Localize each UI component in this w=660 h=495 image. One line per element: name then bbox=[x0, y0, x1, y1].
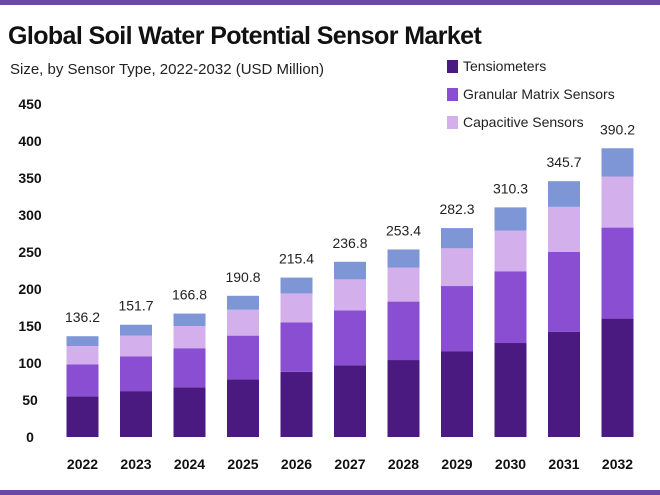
legend-label-tensiometers: Tensiometers bbox=[463, 58, 547, 74]
bar-segment-other-2024 bbox=[173, 313, 206, 326]
bar-segment-tensiometers-2031 bbox=[548, 331, 580, 437]
chart-title: Global Soil Water Potential Sensor Marke… bbox=[8, 22, 482, 50]
bar-segment-other-2026 bbox=[280, 277, 313, 294]
bar-segment-capacitive-2032 bbox=[601, 176, 634, 228]
bar-segment-granular-2030 bbox=[494, 271, 527, 344]
y-tick-label: 400 bbox=[18, 133, 42, 149]
bar-segment-tensiometers-2030 bbox=[494, 343, 527, 437]
x-tick-label-2029: 2029 bbox=[441, 456, 472, 472]
bar-segment-other-2030 bbox=[494, 207, 527, 231]
bar-segment-tensiometers-2024 bbox=[173, 387, 206, 437]
bar-segment-granular-2027 bbox=[334, 310, 366, 366]
bar-segment-tensiometers-2026 bbox=[280, 371, 313, 437]
bar-segment-capacitive-2030 bbox=[494, 230, 527, 272]
bar-segment-capacitive-2027 bbox=[334, 279, 366, 311]
legend-label-granular: Granular Matrix Sensors bbox=[463, 86, 615, 102]
y-tick-label: 100 bbox=[18, 355, 42, 371]
bar-segment-granular-2023 bbox=[120, 356, 152, 392]
bar-segment-granular-2026 bbox=[280, 322, 313, 372]
y-tick-label: 350 bbox=[18, 170, 42, 186]
x-tick-label-2022: 2022 bbox=[67, 456, 98, 472]
bar-segment-granular-2028 bbox=[387, 301, 420, 361]
legend-item-capacitive: Capacitive Sensors bbox=[447, 108, 615, 136]
bar-segment-granular-2024 bbox=[173, 348, 206, 388]
bar-total-label-2032: 390.2 bbox=[600, 121, 635, 137]
bar-segment-capacitive-2024 bbox=[173, 326, 206, 349]
y-tick-label: 250 bbox=[18, 244, 42, 260]
legend-item-tensiometers: Tensiometers bbox=[447, 52, 615, 80]
x-tick-label-2024: 2024 bbox=[174, 456, 205, 472]
x-tick-label-2030: 2030 bbox=[495, 456, 526, 472]
x-tick-label-2023: 2023 bbox=[120, 456, 151, 472]
bar-segment-granular-2029 bbox=[441, 286, 473, 352]
bar-total-label-2031: 345.7 bbox=[546, 154, 581, 170]
x-tick-label-2026: 2026 bbox=[281, 456, 312, 472]
bar-segment-capacitive-2025 bbox=[227, 309, 259, 336]
x-tick-label-2028: 2028 bbox=[388, 456, 419, 472]
bar-segment-capacitive-2023 bbox=[120, 335, 152, 357]
x-tick-label-2027: 2027 bbox=[334, 456, 365, 472]
legend: Tensiometers Granular Matrix Sensors Cap… bbox=[447, 52, 615, 136]
bar-segment-granular-2025 bbox=[227, 335, 259, 380]
x-tick-label-2032: 2032 bbox=[602, 456, 633, 472]
bar-segment-capacitive-2029 bbox=[441, 248, 473, 287]
y-tick-label: 0 bbox=[26, 429, 34, 445]
bar-segment-other-2023 bbox=[120, 324, 152, 336]
bar-total-label-2022: 136.2 bbox=[65, 309, 100, 325]
y-tick-label: 200 bbox=[18, 281, 42, 297]
top-accent-bar bbox=[0, 0, 660, 5]
bar-segment-tensiometers-2025 bbox=[227, 379, 259, 437]
bar-segment-tensiometers-2029 bbox=[441, 351, 473, 437]
bar-segment-other-2028 bbox=[387, 249, 420, 268]
bar-segment-other-2029 bbox=[441, 228, 473, 249]
y-tick-label: 450 bbox=[18, 96, 42, 112]
chart-subtitle: Size, by Sensor Type, 2022-2032 (USD Mil… bbox=[10, 61, 325, 78]
bottom-accent-bar bbox=[0, 490, 660, 495]
x-tick-label-2031: 2031 bbox=[548, 456, 579, 472]
bar-segment-capacitive-2026 bbox=[280, 293, 313, 323]
bar-total-label-2024: 166.8 bbox=[172, 287, 207, 303]
bar-segment-other-2025 bbox=[227, 295, 259, 310]
bar-segment-tensiometers-2022 bbox=[66, 396, 99, 437]
x-tick-label-2025: 2025 bbox=[227, 456, 258, 472]
y-tick-label: 300 bbox=[18, 207, 42, 223]
bar-segment-tensiometers-2027 bbox=[334, 365, 366, 437]
bar-segment-other-2031 bbox=[548, 181, 580, 207]
legend-swatch-capacitive bbox=[447, 115, 458, 129]
bar-segment-granular-2022 bbox=[66, 364, 99, 397]
bar-segment-granular-2031 bbox=[548, 252, 580, 332]
bar-segment-other-2022 bbox=[66, 336, 99, 346]
bar-segment-tensiometers-2032 bbox=[601, 318, 634, 437]
bar-segment-capacitive-2031 bbox=[548, 206, 580, 252]
bar-total-label-2025: 190.8 bbox=[225, 269, 260, 285]
y-tick-label: 150 bbox=[18, 318, 42, 334]
legend-label-capacitive: Capacitive Sensors bbox=[463, 114, 584, 130]
bar-total-label-2030: 310.3 bbox=[493, 180, 528, 196]
bar-segment-granular-2032 bbox=[601, 227, 634, 319]
bar-total-label-2027: 236.8 bbox=[332, 235, 367, 251]
bar-segment-tensiometers-2028 bbox=[387, 360, 420, 437]
y-tick-label: 50 bbox=[22, 392, 38, 408]
bar-total-label-2029: 282.3 bbox=[439, 201, 474, 217]
bar-segment-tensiometers-2023 bbox=[120, 391, 152, 437]
legend-item-granular: Granular Matrix Sensors bbox=[447, 80, 615, 108]
bar-total-label-2023: 151.7 bbox=[118, 298, 153, 314]
bar-segment-capacitive-2028 bbox=[387, 267, 420, 302]
legend-swatch-tensiometers bbox=[447, 59, 458, 73]
bar-total-label-2028: 253.4 bbox=[386, 222, 421, 238]
bar-segment-capacitive-2022 bbox=[66, 345, 99, 365]
bar-segment-other-2027 bbox=[334, 261, 366, 280]
bar-segment-other-2032 bbox=[601, 148, 634, 177]
legend-swatch-granular bbox=[447, 87, 458, 101]
bar-total-label-2026: 215.4 bbox=[279, 251, 314, 267]
